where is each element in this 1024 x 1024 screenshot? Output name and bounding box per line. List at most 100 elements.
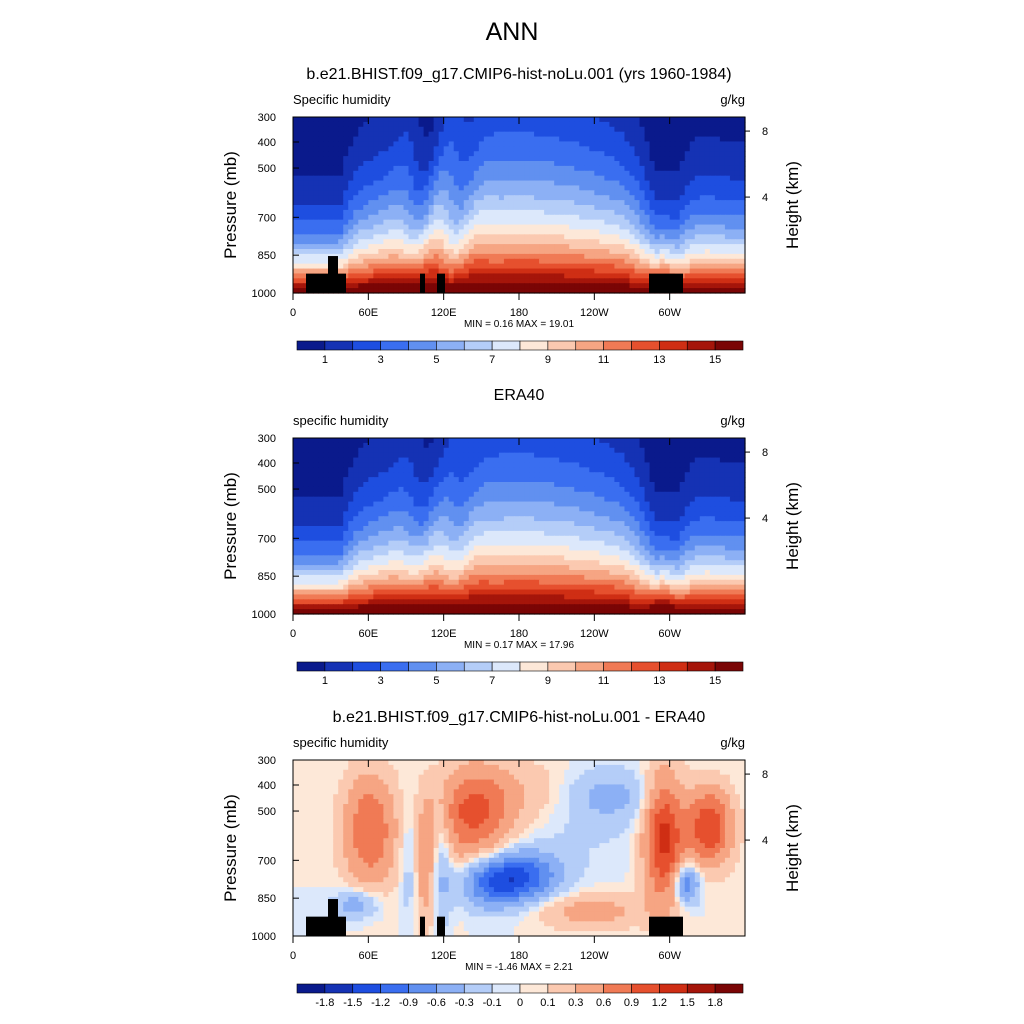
contour-cell — [559, 526, 565, 532]
contour-cell — [368, 482, 374, 488]
contour-cell — [508, 511, 515, 517]
contour-cell — [624, 180, 631, 187]
contour-cell — [368, 477, 374, 483]
contour-cell — [604, 516, 610, 522]
contour-cell — [498, 219, 505, 226]
colorbar-swatch — [547, 340, 577, 351]
contour-cell — [724, 249, 731, 255]
contour-cell — [458, 477, 465, 483]
contour-cell — [333, 156, 339, 162]
contour-cell — [318, 516, 324, 522]
contour-cell — [609, 496, 616, 503]
contour-cell — [654, 511, 661, 517]
contour-cell — [513, 253, 520, 260]
contour-cell — [463, 278, 470, 284]
contour-cell — [483, 467, 490, 473]
contour-cell — [729, 141, 736, 147]
contour-cell — [569, 234, 575, 240]
contour-cell — [634, 229, 641, 235]
contour-cell — [534, 229, 540, 235]
contour-cell — [704, 253, 711, 260]
contour-cell — [584, 457, 590, 464]
contour-cell — [669, 229, 676, 235]
contour-cell — [398, 467, 405, 473]
contour-cell — [298, 283, 304, 289]
contour-cell — [619, 200, 626, 206]
contour-cell — [654, 482, 661, 488]
contour-cell — [694, 190, 701, 196]
contour-cell — [328, 180, 334, 187]
contour-cell — [589, 214, 595, 221]
contour-cell — [524, 117, 530, 123]
contour-cell — [473, 136, 480, 143]
contour-cell — [458, 165, 465, 172]
contour-cell — [689, 185, 696, 191]
contour-cell — [298, 452, 304, 459]
contour-cell — [453, 214, 460, 221]
contour-cell — [428, 200, 435, 206]
contour-cell — [629, 288, 636, 294]
contour-cell — [498, 180, 505, 187]
contour-cell — [478, 131, 485, 138]
contour-cell — [483, 151, 490, 157]
contour-cell — [549, 278, 555, 284]
contour-cell — [468, 141, 475, 147]
contour-cell — [739, 472, 746, 478]
contour-cell — [513, 151, 520, 157]
contour-cell — [373, 190, 379, 196]
contour-cell — [534, 214, 540, 221]
contour-cell — [729, 447, 736, 454]
contour-cell — [413, 175, 420, 182]
contour-cell — [343, 253, 349, 260]
contour-cell — [719, 185, 726, 191]
contour-cell — [363, 180, 369, 187]
contour-cell — [644, 442, 651, 449]
contour-cell — [453, 438, 460, 444]
contour-cell — [564, 190, 570, 196]
contour-cell — [308, 438, 314, 444]
contour-cell — [403, 121, 410, 128]
contour-cell — [468, 165, 475, 172]
contour-cell — [463, 136, 470, 143]
panel-title: ERA40 — [494, 387, 545, 404]
contour-cell — [689, 161, 696, 167]
contour-cell — [408, 117, 415, 123]
contour-cell — [463, 219, 470, 226]
contour-cell — [343, 258, 349, 265]
contour-cell — [724, 180, 731, 187]
contour-cell — [594, 239, 600, 245]
contour-cell — [503, 438, 510, 444]
contour-cell — [363, 526, 369, 532]
contour-cell — [378, 224, 384, 231]
contour-cell — [483, 273, 490, 279]
contour-cell — [644, 209, 651, 216]
contour-cell — [639, 249, 646, 255]
contour-cell — [614, 151, 621, 157]
contour-cell — [443, 141, 450, 147]
contour-cell — [694, 175, 701, 182]
contour-cell — [468, 258, 475, 265]
contour-cell — [463, 447, 470, 454]
contour-cell — [363, 278, 369, 284]
contour-cell — [724, 209, 731, 216]
contour-cell — [684, 185, 691, 191]
contour-cell — [348, 117, 354, 123]
contour-cell — [664, 200, 671, 206]
contour-cell — [308, 253, 314, 260]
contour-cell — [669, 195, 676, 201]
contour-cell — [453, 452, 460, 459]
contour-cell — [569, 482, 575, 488]
contour-cell — [564, 229, 570, 235]
contour-cell — [659, 146, 666, 152]
contour-cell — [544, 209, 550, 216]
contour-cell — [408, 511, 415, 517]
contour-cell — [363, 156, 369, 162]
contour-cell — [448, 229, 455, 235]
contour-cell — [483, 239, 490, 245]
contour-cell — [724, 268, 731, 275]
contour-cell — [513, 175, 520, 182]
contour-cell — [579, 175, 585, 182]
contour-cell — [569, 165, 575, 172]
contour-cell — [353, 151, 359, 157]
contour-cell — [724, 170, 731, 177]
